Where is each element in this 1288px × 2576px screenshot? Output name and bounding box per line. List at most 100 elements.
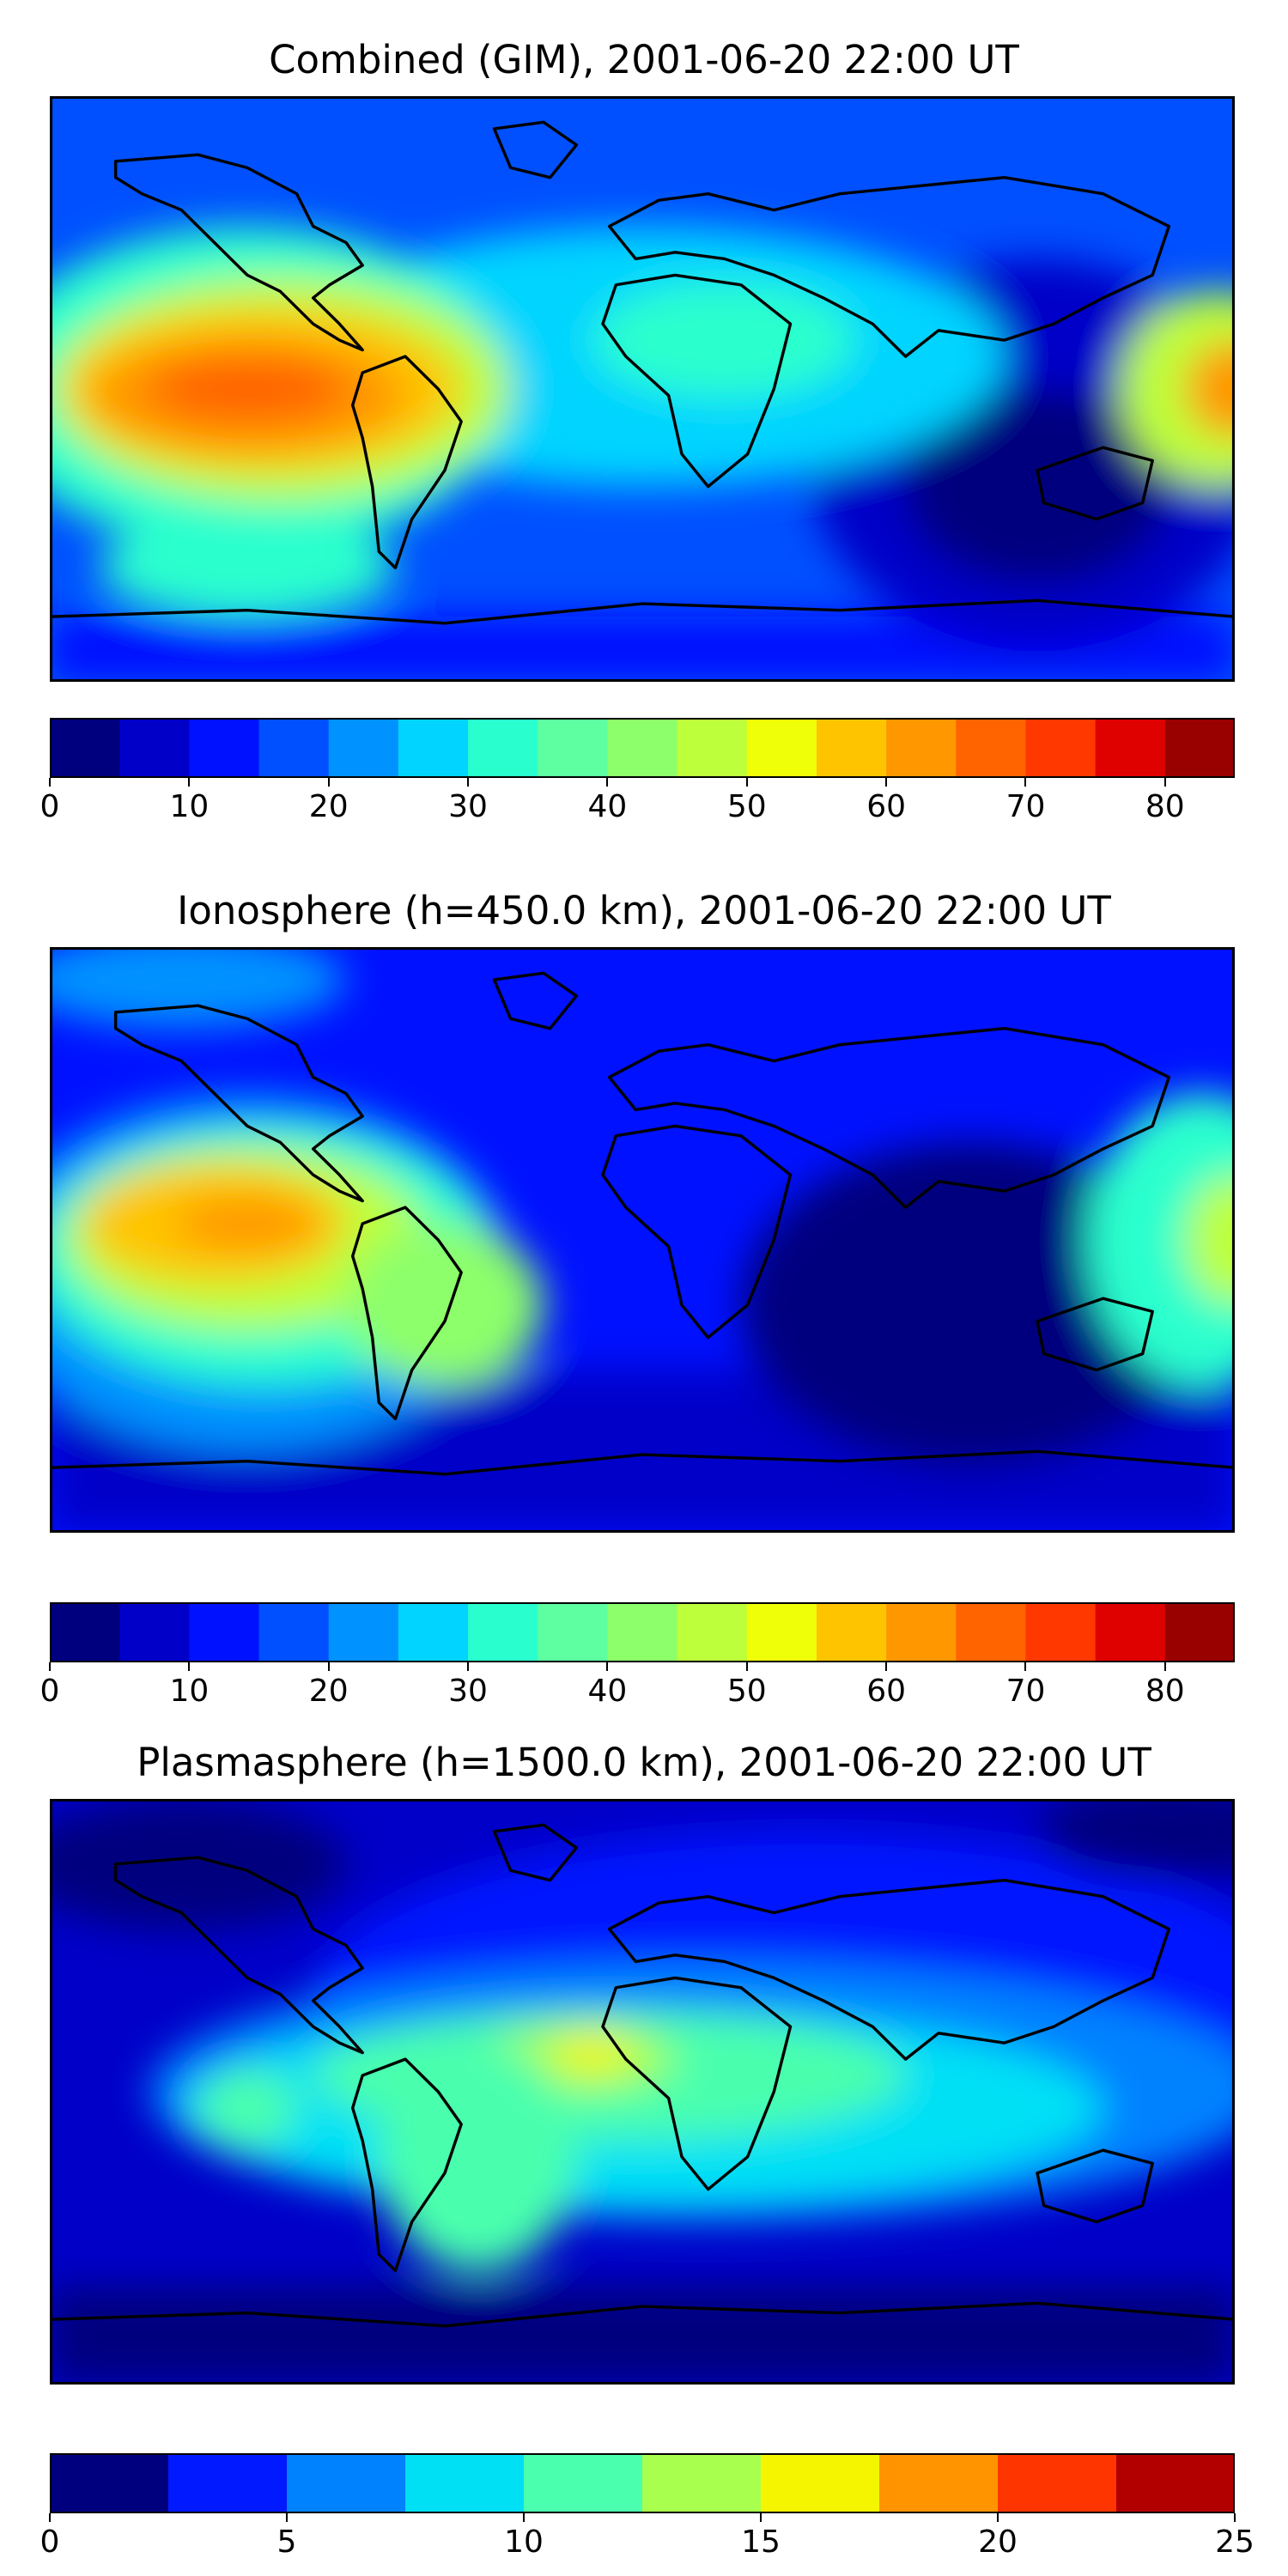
colorbar-frame [50,718,1235,778]
colorbar-tick-label: 0 [39,789,60,824]
colorbar-tick-label: 60 [866,789,907,824]
colorbar-segment [258,1602,330,1662]
colorbar-segment [816,1602,887,1662]
colorbar-tick-mark [1163,1662,1166,1671]
colorbar-tick-mark [49,778,51,787]
colorbar-segment [258,718,330,778]
colorbar-tick-label: 0 [39,2524,60,2560]
colorbar-segment [50,718,120,778]
coastline-4 [601,1976,793,2191]
colorbar-segment [886,1602,957,1662]
tec-map-ionosphere [50,947,1235,1533]
colorbar-tick-label: 10 [504,2524,544,2560]
colorbar-segment [119,718,190,778]
colorbar-segment [1164,718,1235,778]
map-frame [50,1799,1235,2385]
colorbar-tick-label: 50 [726,789,767,824]
colorbar-segment [1095,1602,1166,1662]
colorbar-segment [538,718,608,778]
coastline-2 [492,971,579,1030]
colorbar-segment [677,718,748,778]
colorbar-tick-label: 20 [308,1674,349,1709]
colorbar-segment [607,718,678,778]
colorbar-segment [168,2453,288,2513]
coastline-2 [492,120,579,179]
colorbar-tick-label: 80 [1145,789,1185,824]
colorbar-segment [879,2453,999,2513]
map-frame [50,947,1235,1533]
colorbar-segment [886,718,957,778]
colorbar-tick-mark [1234,2513,1236,2522]
colorbar-segment [468,1602,538,1662]
colorbar-tick-label: 60 [866,1674,907,1709]
colorbar-segment [119,1602,190,1662]
coastline-1 [350,2057,463,2273]
coastline-4 [601,1124,793,1340]
colorbar-tick-label: 0 [39,1674,60,1709]
colorbar-segment [956,718,1026,778]
colorbar [50,718,1235,778]
colorbar-segment [1025,718,1097,778]
colorbar-tick-mark [885,778,888,787]
colorbar-tick-label: 20 [978,2524,1018,2560]
colorbar-tick-label: 50 [726,1674,767,1709]
colorbar-segment [50,1602,120,1662]
colorbar-tick-label: 15 [741,2524,781,2560]
colorbar-segment [287,2453,406,2513]
colorbar-tick-label: 30 [448,789,488,824]
coastline-6 [50,1449,1235,1476]
colorbar-tick-mark [467,1662,470,1671]
coastline-2 [492,1823,579,1882]
colorbar-segment [524,2453,643,2513]
map-frame [50,96,1235,682]
colorbar-segment [607,1602,678,1662]
coastline-4 [601,273,793,489]
coastline-0 [113,1004,364,1203]
colorbar-segment [642,2453,762,2513]
map-title: Combined (GIM), 2001-06-20 22:00 UT [269,37,1019,82]
colorbar-tick-label: 5 [276,2524,297,2560]
colorbar-tick-mark [467,778,470,787]
colorbar-segment [398,1602,469,1662]
colorbar-tick-mark [523,2513,525,2522]
colorbar-tick-mark [1024,1662,1027,1671]
colorbar-segment [50,2453,169,2513]
colorbar-tick-mark [327,1662,330,1671]
map-title: Plasmasphere (h=1500.0 km), 2001-06-20 2… [137,1740,1151,1785]
colorbar-tick-label: 70 [1005,789,1046,824]
colorbar-segment [816,718,887,778]
colorbar-segment [761,2453,880,2513]
coastline-5 [1036,446,1154,521]
colorbar [50,1602,1235,1662]
colorbar-segment [538,1602,608,1662]
coastline-3 [607,1879,1171,2061]
colorbar-segment [956,1602,1026,1662]
colorbar-tick-mark [997,2513,999,2522]
colorbar-segment [1025,1602,1097,1662]
coastline-6 [50,2301,1235,2328]
coastline-1 [350,355,463,570]
coastline-6 [50,598,1235,625]
colorbar-segment [405,2453,525,2513]
map-title: Ionosphere (h=450.0 km), 2001-06-20 22:0… [177,888,1111,933]
colorbar-segment [189,718,260,778]
colorbar-tick-label: 40 [587,1674,628,1709]
colorbar-tick-label: 80 [1145,1674,1185,1709]
colorbar-tick-label: 70 [1005,1674,1046,1709]
colorbar-tick-mark [327,778,330,787]
colorbar-frame [50,1602,1235,1662]
colorbar-segment [328,1602,399,1662]
tec-map-plasmasphere [50,1799,1235,2385]
tec-map-combined [50,96,1235,682]
colorbar-segment [746,718,817,778]
colorbar-segment [998,2453,1117,2513]
colorbar-tick-mark [606,778,609,787]
colorbar-tick-mark [606,1662,609,1671]
colorbar-segment [1164,1602,1235,1662]
coastline-3 [607,176,1171,358]
colorbar-tick-mark [760,2513,762,2522]
colorbar-segment [398,718,469,778]
colorbar-tick-mark [49,1662,51,1671]
colorbar-segment [468,718,538,778]
colorbar-segment [328,718,399,778]
